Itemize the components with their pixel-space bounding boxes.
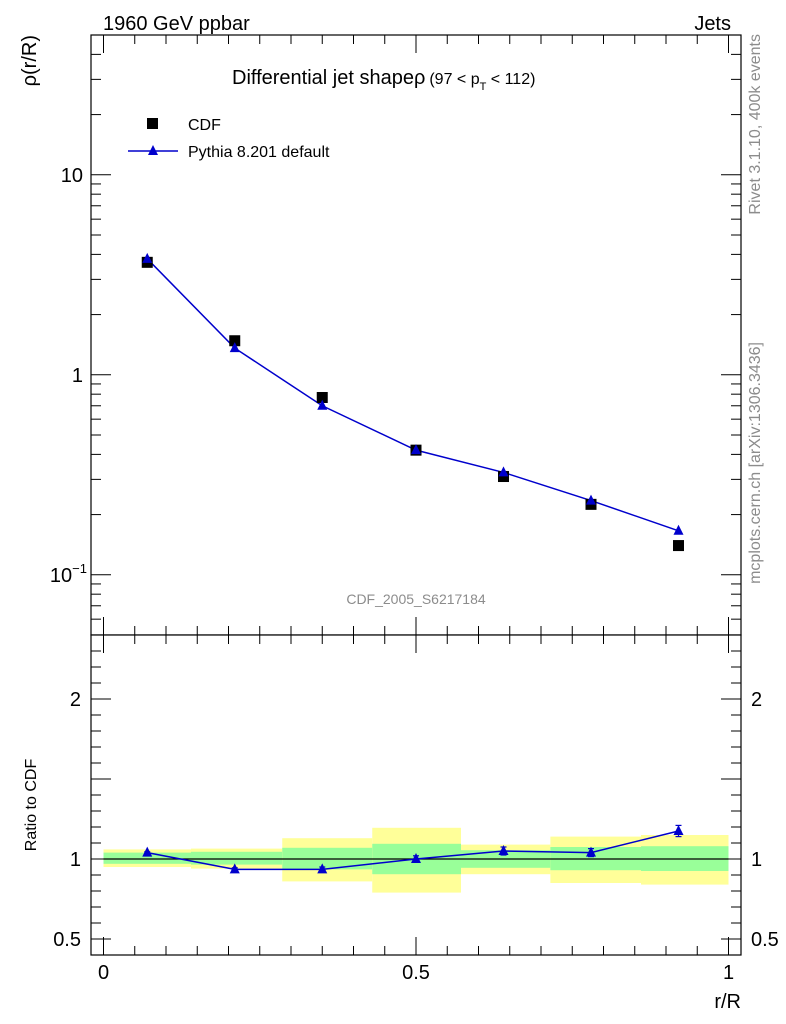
legend-cdf-marker	[147, 118, 158, 129]
main-title-range-sub: T	[480, 81, 487, 93]
ratio-pythia-point	[142, 846, 153, 857]
ratio-band-green	[103, 852, 191, 864]
legend-pythia-marker	[148, 145, 158, 155]
main-ytick-label: 10	[61, 165, 83, 187]
main-ticks: 10 1 10−1	[50, 34, 741, 636]
ratio-ylabel: Ratio to CDF	[23, 759, 40, 852]
main-title-range-end: < 112)	[486, 71, 535, 88]
main-pythia-point	[142, 252, 153, 263]
main-panel: 10 1 10−1 Differential jet shapeρ (97 < pT …	[19, 34, 742, 636]
main-pythia-point	[673, 524, 684, 535]
ratio-pythia-point	[673, 825, 684, 835]
legend: CDF Pythia 8.201 default	[128, 117, 330, 161]
ratio-xtick-label: 1	[723, 962, 734, 984]
main-pythia-point	[317, 399, 328, 410]
ratio-ytick-label: 1	[70, 849, 81, 871]
watermark: CDF_2005_S6217184	[346, 591, 486, 607]
ratio-panel: 0 0.5 1 2 2 1 1 0.5 0.5 Ratio to CDF r/R	[23, 634, 779, 1013]
main-ytick-label: 1	[72, 365, 83, 387]
main-cdf-point	[229, 335, 241, 347]
ratio-pythia-point	[317, 863, 328, 874]
header-right: Jets	[694, 13, 731, 35]
ratio-xtick-label: 0	[98, 962, 109, 984]
main-pythia-point	[229, 342, 240, 353]
legend-cdf-label: CDF	[188, 117, 221, 134]
ratio-band-green	[191, 851, 283, 865]
ratio-marks	[142, 824, 684, 874]
ratio-xlabel: r/R	[714, 991, 741, 1013]
ratio-pythia-point	[586, 846, 596, 857]
ratio-ytick-label-right: 0.5	[751, 929, 779, 951]
header-left: 1960 GeV ppbar	[103, 13, 250, 35]
legend-pythia-label: Pythia 8.201 default	[188, 144, 330, 161]
main-pythia-point	[498, 466, 509, 477]
ratio-xtick-label: 0.5	[402, 962, 430, 984]
ratio-pythia-point	[498, 845, 509, 855]
main-marks	[141, 252, 684, 552]
main-ytick-label: 10−1	[50, 561, 87, 587]
ratio-ytick-label: 0.5	[53, 929, 81, 951]
ratio-ytick-label-right: 1	[751, 849, 762, 871]
main-ylabel: ρ(r/R)	[19, 35, 41, 86]
main-cdf-point	[498, 471, 509, 483]
ratio-ytick-label-right: 2	[751, 689, 762, 711]
main-title-range: (97 < p	[429, 71, 479, 88]
ratio-ytick-label: 2	[70, 689, 81, 711]
side-label-bottom: mcplots.cern.ch [arXiv:1306.3436]	[747, 342, 764, 584]
main-title-text: Differential jet shapeρ	[232, 67, 425, 89]
main-pythia-point	[586, 494, 596, 505]
side-label-top: Rivet 3.1.10, 400k events	[747, 34, 764, 215]
main-cdf-point	[673, 540, 684, 552]
main-title: Differential jet shapeρ (97 < pT < 112)	[232, 67, 535, 93]
main-cdf-point	[316, 391, 328, 403]
ratio-ticks: 0 0.5 1 2 2 1 1 0.5 0.5	[53, 634, 779, 984]
ratio-pythia-point	[229, 863, 240, 874]
main-pythia-point	[411, 444, 421, 455]
ratio-pythia-point	[411, 853, 421, 863]
